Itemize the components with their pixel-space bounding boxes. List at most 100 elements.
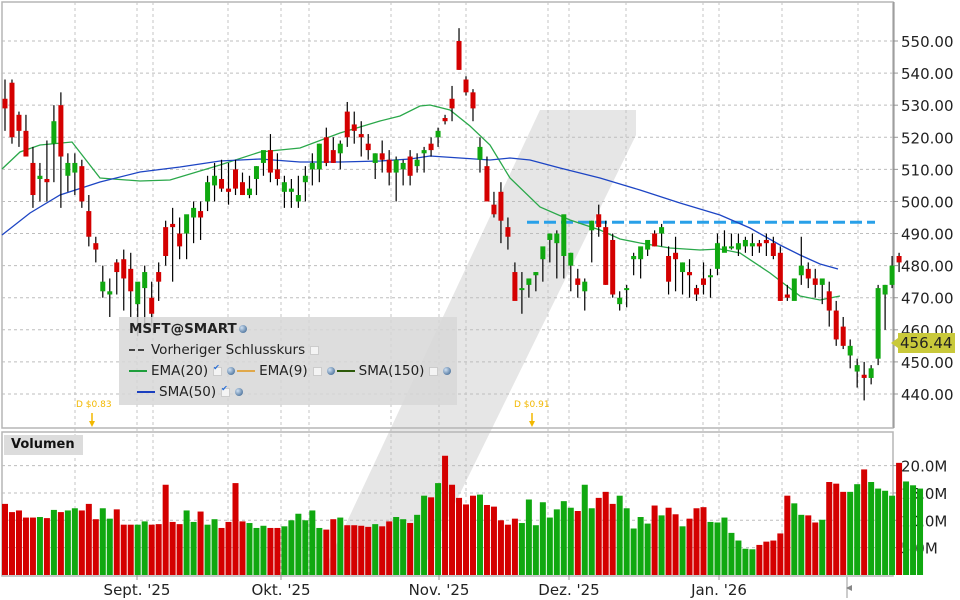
candlestick xyxy=(749,243,755,247)
volume-bar xyxy=(253,527,260,575)
candlestick xyxy=(714,243,720,269)
volume-bar xyxy=(476,494,483,575)
volume-bar xyxy=(78,510,85,575)
price-axis-label: 510.00 xyxy=(901,161,954,179)
volume-bar xyxy=(819,519,826,575)
candlestick xyxy=(763,239,769,244)
volume-bar xyxy=(190,521,197,575)
volume-bar xyxy=(232,483,239,575)
volume-bar xyxy=(854,484,861,575)
sma150-gear-icon[interactable] xyxy=(443,367,452,375)
sma50-checkbox[interactable] xyxy=(221,384,231,397)
volume-bar xyxy=(490,506,497,575)
candlestick xyxy=(707,275,713,278)
candlestick xyxy=(281,182,287,192)
ema9-gear-icon[interactable] xyxy=(326,367,335,375)
volume-bar xyxy=(553,509,560,575)
volume-bar xyxy=(602,491,609,575)
candlestick xyxy=(30,162,36,196)
volume-bar xyxy=(812,522,819,575)
volume-bar xyxy=(763,541,770,575)
volume-bar xyxy=(351,525,358,575)
candlestick xyxy=(728,246,734,249)
volume-bar xyxy=(372,524,379,575)
legend-ema9-label: EMA(9) xyxy=(259,363,308,379)
volume-bar xyxy=(714,522,721,575)
candlestick xyxy=(177,233,183,247)
volume-bar xyxy=(700,507,707,575)
volume-bar xyxy=(497,520,504,575)
candlestick xyxy=(652,233,658,247)
candlestick xyxy=(498,191,504,221)
volume-bar xyxy=(36,517,43,575)
volume-bar xyxy=(106,518,113,575)
candlestick xyxy=(288,188,294,192)
volume-bar xyxy=(183,510,190,575)
time-axis-label: Dez. '25 xyxy=(538,581,599,599)
volume-bar xyxy=(8,512,15,575)
candlestick xyxy=(114,262,120,273)
volume-bar xyxy=(169,521,176,575)
volume-bar xyxy=(113,509,120,575)
previous-close-checkbox[interactable] xyxy=(310,345,320,355)
candlestick xyxy=(365,143,371,151)
dividend-arrowhead-icon xyxy=(529,421,535,427)
candlestick xyxy=(687,272,693,276)
price-panel-frame xyxy=(1,1,894,429)
volume-bar xyxy=(358,525,365,575)
volume-bar xyxy=(176,524,183,575)
volume-bar xyxy=(204,524,211,575)
volume-bar xyxy=(2,503,8,575)
ema9-checkbox[interactable] xyxy=(312,366,322,376)
candlestick xyxy=(826,291,832,311)
volume-bar xyxy=(295,513,302,575)
volume-bar xyxy=(435,483,442,575)
volume-bar xyxy=(784,495,791,575)
candlestick xyxy=(575,278,581,285)
candlestick xyxy=(673,252,679,260)
gear-icon[interactable] xyxy=(238,325,247,333)
candlestick xyxy=(596,214,602,228)
current-price-tag: 456.44 xyxy=(891,333,955,353)
volume-bar xyxy=(693,508,700,575)
ema20-gear-icon[interactable] xyxy=(227,367,236,375)
candlestick xyxy=(421,150,427,154)
volume-bar xyxy=(616,495,623,575)
volume-bar xyxy=(463,504,470,575)
volume-bar xyxy=(386,521,393,575)
volume-bar xyxy=(57,512,64,575)
candlestick xyxy=(128,268,134,292)
volume-bar xyxy=(85,503,92,575)
candlestick xyxy=(721,246,727,253)
candlestick xyxy=(191,207,197,218)
volume-bar xyxy=(882,490,889,575)
candlestick xyxy=(58,105,64,157)
volume-bar xyxy=(337,517,344,575)
candlestick xyxy=(694,288,700,295)
volume-bar xyxy=(903,481,910,575)
volume-bar xyxy=(574,511,581,575)
sma150-checkbox[interactable] xyxy=(429,366,439,376)
volume-bar xyxy=(560,501,567,575)
candlestick xyxy=(86,211,92,237)
ema20-checkbox[interactable] xyxy=(213,363,223,376)
volume-bar xyxy=(889,495,896,575)
candlestick xyxy=(393,159,399,173)
volume-bar xyxy=(442,455,449,575)
watermark-logo-icon xyxy=(322,110,636,575)
scroll-left-arrow-icon[interactable] xyxy=(846,585,852,591)
candlestick xyxy=(624,288,630,291)
volume-bar xyxy=(407,523,414,575)
volume-bar xyxy=(50,509,57,575)
volume-bar xyxy=(847,491,854,575)
sma50-gear-icon[interactable] xyxy=(235,388,244,396)
candlestick xyxy=(847,345,853,356)
volume-bar xyxy=(581,484,588,575)
candlestick xyxy=(414,159,420,167)
candlestick xyxy=(798,265,804,276)
volume-bar xyxy=(735,540,742,575)
volume-bar xyxy=(469,495,476,575)
price-axis-label: 490.00 xyxy=(901,226,954,244)
volume-bar xyxy=(644,523,651,575)
